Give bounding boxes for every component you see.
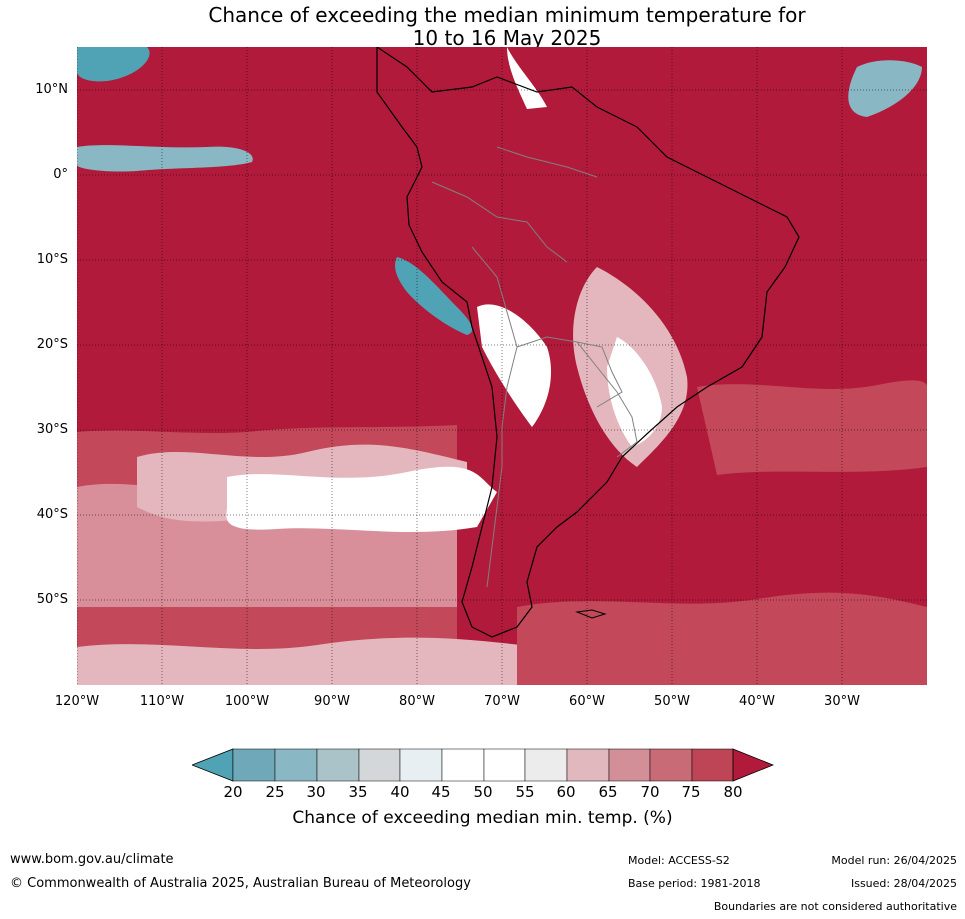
- colorbar-tick-70: 70: [640, 783, 660, 801]
- colorbar-tick-30: 30: [306, 783, 326, 801]
- lat-label-10s: 10°S: [36, 252, 68, 267]
- colorbar-high-arrow: [732, 748, 774, 782]
- south-america-coastline: [376, 47, 800, 638]
- map-title: Chance of exceeding the median minimum t…: [0, 4, 965, 50]
- lat-label-50s: 50°S: [36, 592, 68, 607]
- colorbar: [192, 748, 774, 782]
- lon-label-100w: 100°W: [224, 694, 270, 709]
- falkland-islands: [575, 609, 607, 619]
- title-line-2: 10 to 16 May 2025: [412, 26, 602, 50]
- lon-label-90w: 90°W: [314, 694, 350, 709]
- colorbar-bin-30-35: [316, 748, 360, 782]
- model-name: Model: ACCESS-S2: [628, 854, 730, 867]
- colorbar-tick-40: 40: [390, 783, 410, 801]
- colorbar-bin-55-60: [524, 748, 568, 782]
- lon-label-110w: 110°W: [139, 694, 185, 709]
- colorbar-tick-75: 75: [681, 783, 701, 801]
- boundaries-disclaimer: Boundaries are not considered authoritat…: [713, 900, 957, 913]
- colorbar-tick-60: 60: [556, 783, 576, 801]
- probability-map: [77, 47, 927, 685]
- country-borders: [431, 146, 638, 588]
- lon-label-40w: 40°W: [739, 694, 775, 709]
- colorbar-bin-65-70: [608, 748, 651, 782]
- colorbar-bin-35-40: [358, 748, 401, 782]
- colorbar-bin-45-50: [441, 748, 485, 782]
- lon-label-60w: 60°W: [569, 694, 605, 709]
- colorbar-tick-65: 65: [598, 783, 618, 801]
- graticule: [77, 47, 927, 685]
- copyright-text: © Commonwealth of Australia 2025, Austra…: [10, 876, 471, 891]
- issued-date: Issued: 28/04/2025: [850, 877, 957, 890]
- colorbar-bin-70-75: [649, 748, 693, 782]
- map-svg: [77, 47, 927, 685]
- colorbar-bin-25-30: [274, 748, 318, 782]
- colorbar-tick-80: 80: [723, 783, 743, 801]
- colorbar-bin-20-25: [232, 748, 276, 782]
- colorbar-tick-50: 50: [473, 783, 493, 801]
- colorbar-tick-25: 25: [265, 783, 285, 801]
- colorbar-bin-60-65: [566, 748, 610, 782]
- base-period: Base period: 1981-2018: [628, 877, 761, 890]
- colorbar-bin-50-55: [483, 748, 526, 782]
- lon-label-50w: 50°W: [654, 694, 690, 709]
- lat-label-0: 0°: [53, 167, 68, 182]
- cool-patches: [77, 47, 922, 335]
- lon-label-120w: 120°W: [54, 694, 100, 709]
- colorbar-bin-75-80: [691, 748, 734, 782]
- southern-band-pattern: [77, 267, 927, 685]
- colorbar-tick-45: 45: [431, 783, 451, 801]
- website-link[interactable]: www.bom.gov.au/climate: [10, 852, 174, 867]
- colorbar-tick-35: 35: [348, 783, 368, 801]
- colorbar-label: Chance of exceeding median min. temp. (%…: [292, 808, 673, 828]
- title-line-1: Chance of exceeding the median minimum t…: [208, 3, 806, 27]
- model-run-date: Model run: 26/04/2025: [831, 854, 957, 867]
- colorbar-tick-20: 20: [223, 783, 243, 801]
- lon-label-30w: 30°W: [824, 694, 860, 709]
- lon-label-80w: 80°W: [399, 694, 435, 709]
- lat-label-40s: 40°S: [36, 507, 68, 522]
- lat-label-10n: 10°N: [35, 82, 68, 97]
- lat-label-20s: 20°S: [36, 337, 68, 352]
- colorbar-tick-55: 55: [515, 783, 535, 801]
- colorbar-bin-40-45: [399, 748, 443, 782]
- colorbar-low-arrow: [192, 748, 234, 782]
- lon-label-70w: 70°W: [484, 694, 520, 709]
- lat-label-30s: 30°S: [36, 422, 68, 437]
